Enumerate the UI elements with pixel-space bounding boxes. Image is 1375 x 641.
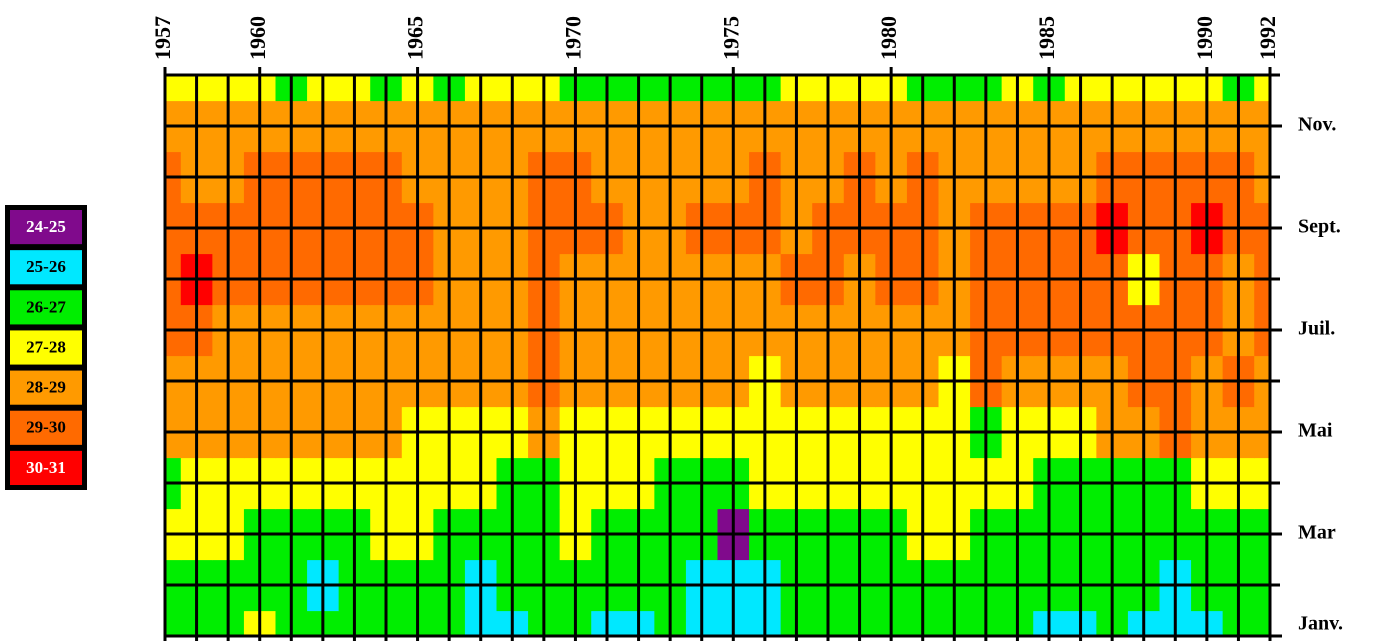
legend-label: 30-31 xyxy=(26,458,66,477)
x-tick-label: 1960 xyxy=(245,16,270,60)
legend-label: 24-25 xyxy=(26,217,66,236)
legend-swatch xyxy=(10,210,82,245)
legend-label: 26-27 xyxy=(26,297,66,316)
plot-frame xyxy=(163,73,1272,638)
cell xyxy=(165,75,182,102)
legend-swatch xyxy=(10,290,82,325)
cell xyxy=(1254,610,1270,636)
legend-label: 25-26 xyxy=(26,257,66,276)
y-tick-label: Juil. xyxy=(1298,318,1335,340)
legend-swatch xyxy=(10,330,82,365)
x-tick-label: 1957 xyxy=(150,16,175,60)
x-tick-label: 1975 xyxy=(718,16,743,60)
plot-area xyxy=(165,75,1270,636)
y-tick-label: Sept. xyxy=(1298,216,1341,238)
cell xyxy=(165,610,182,636)
legend-label: 28-29 xyxy=(26,378,66,397)
x-tick-label: 1965 xyxy=(403,16,428,60)
x-tick-label: 1992 xyxy=(1255,16,1280,60)
y-tick-label: Nov. xyxy=(1298,114,1336,136)
legend-swatch xyxy=(10,370,82,405)
legend-label: 27-28 xyxy=(26,337,66,356)
y-tick-label: Mai xyxy=(1298,420,1333,442)
x-tick-label: 1990 xyxy=(1192,16,1217,60)
legend-swatch xyxy=(10,450,82,485)
cell xyxy=(1254,75,1270,102)
x-tick-label: 1985 xyxy=(1034,16,1059,60)
legend-swatch xyxy=(10,410,82,445)
y-tick-label: Mar xyxy=(1298,522,1336,544)
x-tick-label: 1980 xyxy=(876,16,901,60)
y-tick-label: Janv. xyxy=(1298,613,1343,635)
legend-swatch xyxy=(10,250,82,285)
x-tick-label: 1970 xyxy=(560,16,585,60)
legend-label: 29-30 xyxy=(26,418,66,437)
